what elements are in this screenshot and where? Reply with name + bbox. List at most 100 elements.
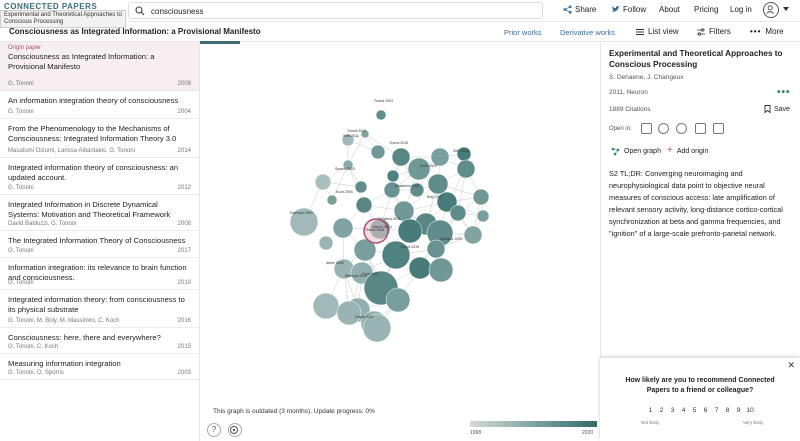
paper-authors: G. Tononi, M. Boly, M. Massimini, C. Koc… (8, 318, 120, 324)
detail-title[interactable]: Experimental and Theoretical Approaches … (609, 49, 783, 69)
list-item[interactable]: Measuring information integration G. Tono… (0, 354, 199, 380)
pricing-link[interactable]: Pricing (694, 5, 719, 14)
graph-node[interactable] (408, 256, 432, 280)
graph-node[interactable] (370, 144, 386, 160)
graph-node[interactable] (326, 194, 338, 206)
graph-node[interactable] (289, 207, 319, 237)
graph-node[interactable] (355, 196, 373, 214)
graph-node[interactable] (409, 182, 425, 198)
graph-node[interactable] (353, 238, 377, 262)
list-view-button[interactable]: List view (636, 27, 679, 36)
graph-node[interactable] (436, 191, 458, 213)
paper-year: 2017 (177, 248, 191, 254)
citation-graph[interactable]: Crick 1990 Tononi 2004 Tononi 2008 Tononi 2… (200, 42, 600, 402)
graph-node[interactable] (314, 173, 332, 191)
open-in-label: Open in: (609, 126, 632, 132)
node-label: Koch 2004 (336, 190, 353, 194)
filters-button[interactable]: Filters (697, 27, 731, 36)
survey-option[interactable]: 10 (746, 407, 754, 414)
paper-title: The Integrated Information Theory of Con… (8, 236, 186, 245)
detail-more-icon[interactable]: ••• (777, 87, 791, 98)
graph-node[interactable] (381, 240, 411, 270)
graph-node[interactable] (312, 292, 340, 320)
follow-button[interactable]: Follow (611, 5, 646, 14)
open-graph-button[interactable]: Open graph (611, 147, 661, 156)
graph-area[interactable]: Crick 1990 Tononi 2004 Tononi 2008 Tononi 2… (200, 42, 600, 441)
login-link[interactable]: Log in (730, 5, 752, 14)
save-button[interactable]: Save (764, 105, 790, 113)
list-item[interactable]: Integrated information theory of conscio… (0, 158, 199, 195)
year-color-legend (470, 421, 597, 427)
list-item[interactable]: Information integration: its relevance t… (0, 258, 199, 290)
graph-node[interactable] (476, 209, 490, 223)
graph-title: Consciousness as Integrated Information:… (9, 27, 261, 36)
about-link[interactable]: About (659, 5, 680, 14)
graph-node[interactable] (383, 181, 401, 199)
survey-low-label: Not likely (641, 420, 660, 425)
avatar[interactable] (763, 2, 779, 18)
graph-node[interactable] (354, 180, 368, 194)
doi-icon[interactable] (695, 123, 706, 134)
graph-node[interactable] (449, 204, 467, 222)
origin-node[interactable] (363, 218, 389, 244)
add-origin-button[interactable]: + Add origin (667, 146, 708, 156)
chevron-down-icon[interactable] (783, 7, 789, 11)
more-button[interactable]: ••• More (750, 27, 784, 36)
nps-survey-popup: ✕ How likely are you to recommend Connec… (600, 358, 800, 441)
graph-node[interactable] (360, 129, 370, 139)
search-input[interactable] (151, 4, 531, 18)
graph-node[interactable] (391, 147, 411, 167)
graph-node[interactable] (427, 173, 449, 195)
graph-node[interactable] (385, 287, 411, 313)
derivative-works-link[interactable]: Derivative works (560, 28, 616, 37)
survey-option[interactable]: 7 (714, 407, 719, 414)
survey-option[interactable]: 8 (725, 407, 730, 414)
graph-node[interactable] (430, 147, 450, 167)
graph-node[interactable] (375, 109, 387, 121)
survey-option[interactable]: 1 (648, 407, 653, 414)
recenter-button[interactable] (228, 423, 242, 437)
prior-works-link[interactable]: Prior works (504, 28, 542, 37)
semantic-scholar-icon[interactable] (658, 123, 669, 134)
logo[interactable]: CONNECTED PAPERS (4, 2, 98, 11)
survey-option[interactable]: 6 (703, 407, 708, 414)
graph-node[interactable] (362, 313, 392, 343)
graph-edge (347, 133, 366, 166)
survey-option[interactable]: 4 (681, 407, 686, 414)
graph-toolbar: Consciousness as Integrated Information:… (0, 22, 800, 42)
graph-node[interactable] (463, 225, 483, 245)
graph-node[interactable] (332, 217, 354, 239)
external-link-icon[interactable] (713, 123, 724, 134)
survey-option[interactable]: 3 (670, 407, 675, 414)
list-item[interactable]: Integrated information theory: from cons… (0, 290, 199, 328)
graph-node[interactable] (341, 133, 355, 147)
list-item[interactable]: The Integrated Information Theory of Con… (0, 231, 199, 258)
search-box[interactable] (128, 2, 543, 19)
survey-option[interactable]: 9 (736, 407, 741, 414)
graph-node[interactable] (397, 218, 423, 244)
list-item[interactable]: Consciousness: here, there and everywher… (0, 328, 199, 354)
paper-detail-panel: Experimental and Theoretical Approaches … (600, 42, 800, 441)
google-scholar-icon[interactable] (676, 123, 687, 134)
survey-option[interactable]: 5 (692, 407, 697, 414)
graph-node[interactable] (456, 159, 476, 179)
node-label: Koch 2016 (420, 164, 437, 168)
list-item[interactable]: Integrated Information in Discrete Dynam… (0, 195, 199, 231)
origin-paper-item[interactable]: Origin paper Consciousness as Integrated… (0, 42, 199, 91)
pdf-icon[interactable] (641, 123, 652, 134)
help-button[interactable]: ? (207, 423, 221, 437)
list-item[interactable]: An information integration theory of con… (0, 91, 199, 119)
graph-node[interactable] (342, 159, 354, 171)
graph-node[interactable] (472, 188, 490, 206)
paper-title: An information integration theory of con… (8, 96, 179, 105)
list-item[interactable]: From the Phenomenology to the Mechanisms… (0, 119, 199, 158)
survey-option[interactable]: 2 (659, 407, 664, 414)
close-icon[interactable]: ✕ (787, 360, 795, 370)
graph-node[interactable] (318, 235, 334, 251)
share-button[interactable]: Share (563, 5, 596, 14)
graph-node[interactable] (336, 300, 362, 326)
graph-node[interactable] (386, 169, 400, 183)
graph-node[interactable] (428, 257, 454, 283)
graph-node[interactable] (407, 157, 431, 181)
graph-node[interactable] (426, 239, 446, 259)
